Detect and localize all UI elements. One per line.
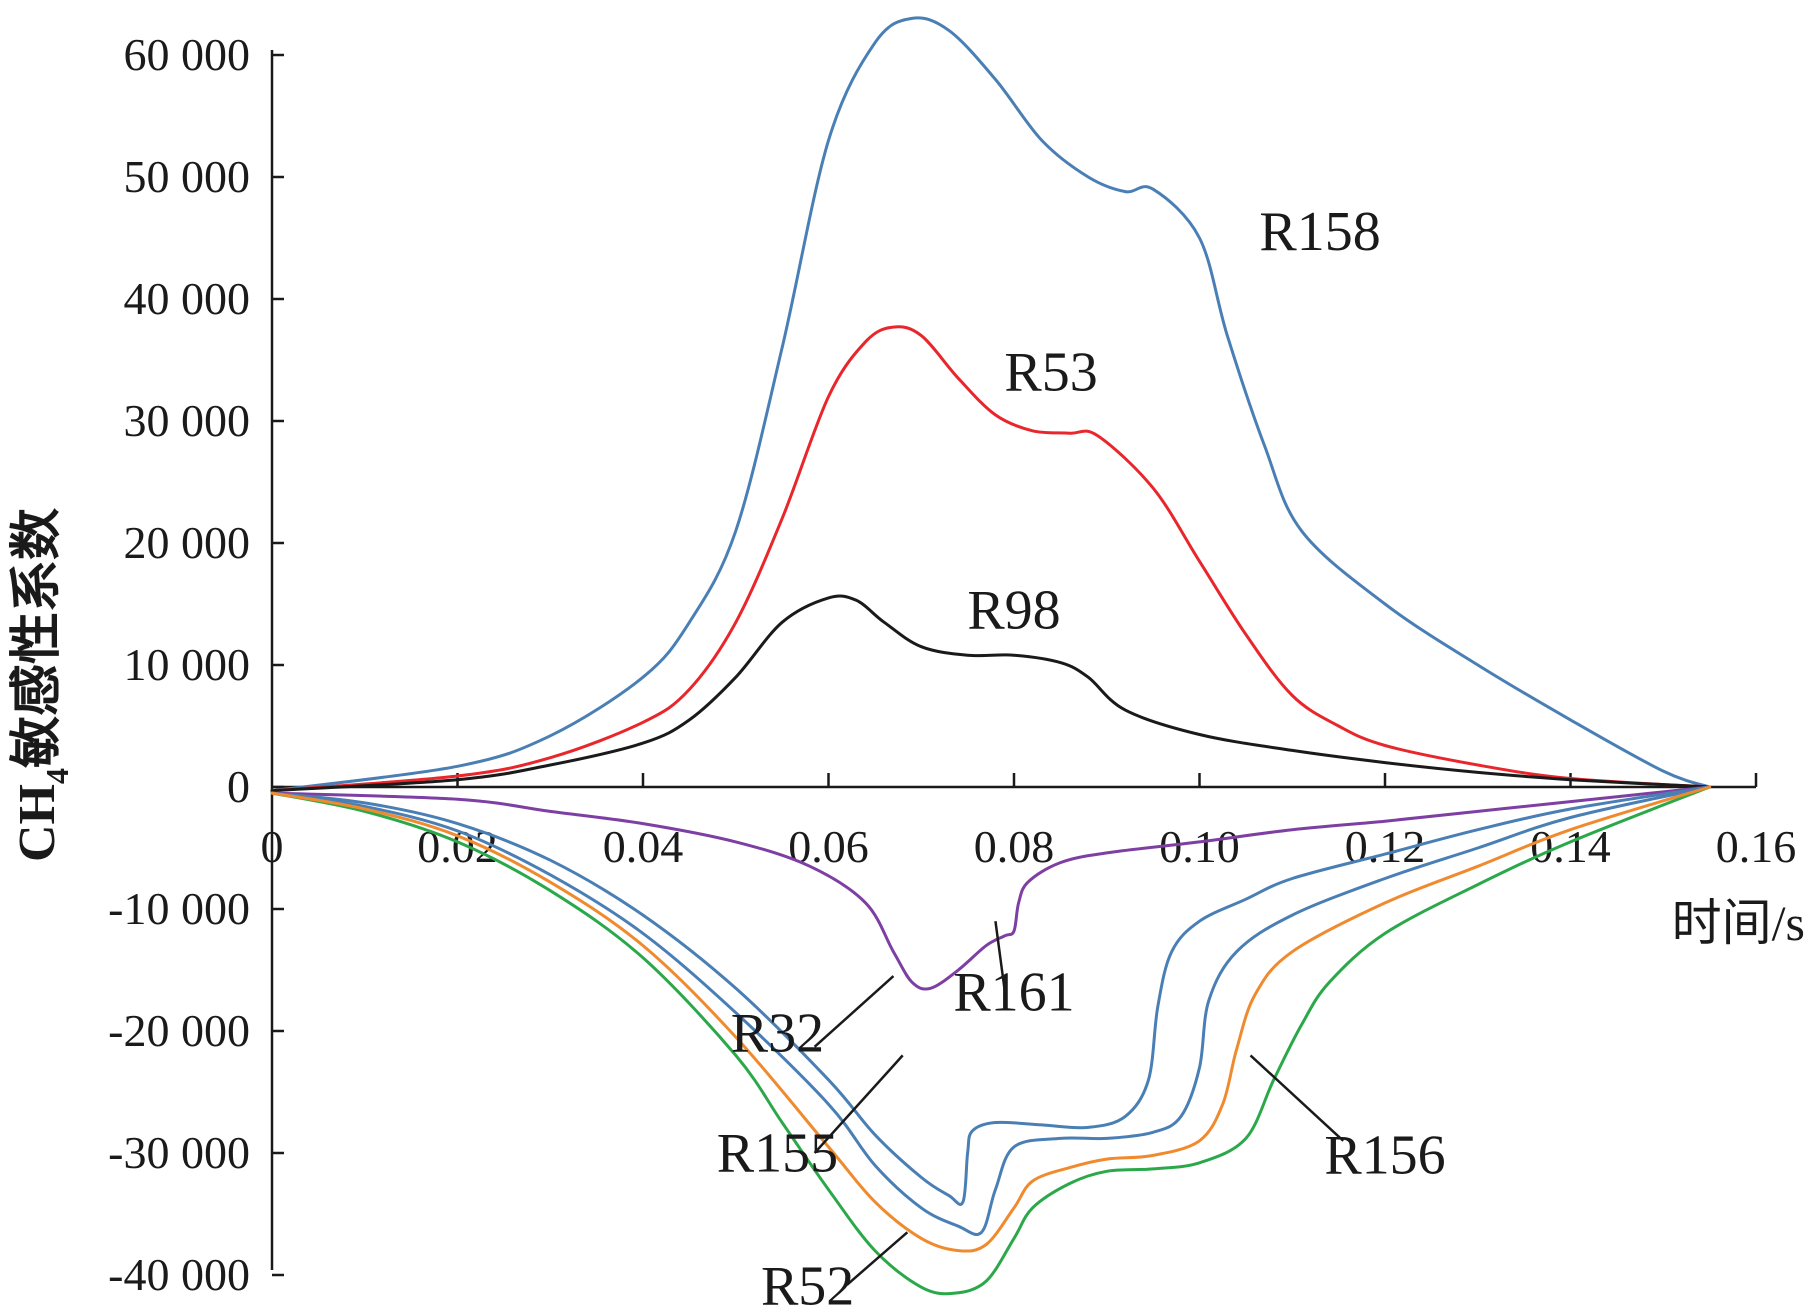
y-axis-title-subscript: 4 — [39, 768, 75, 784]
x-axis-title: 时间/s — [1672, 895, 1805, 951]
series-label-r161: R161 — [953, 961, 1074, 1023]
leader-line-r161 — [994, 921, 1006, 991]
series-line-r53 — [270, 325, 1712, 793]
y-axis-title-main: CH — [9, 784, 66, 862]
y-tick-label: 10 000 — [124, 639, 251, 690]
series-line-r98 — [270, 594, 1712, 793]
y-tick-label: 40 000 — [124, 273, 251, 324]
series-label-r156: R156 — [1324, 1125, 1445, 1187]
y-tick-label: -30 000 — [108, 1127, 250, 1178]
series-line-r32 — [270, 785, 1712, 1206]
y-tick-label: 30 000 — [124, 395, 251, 446]
x-tick-label: 0.08 — [974, 821, 1055, 872]
axes — [270, 50, 1756, 1270]
y-axis-title-rest: 敏感性系数 — [8, 508, 66, 768]
leader-line-r155 — [813, 1054, 904, 1154]
leader-line-r156 — [1249, 1054, 1345, 1142]
y-tick-label: 20 000 — [124, 517, 251, 568]
series-line-r155 — [270, 785, 1712, 1236]
series-label-r158: R158 — [1259, 201, 1380, 263]
y-tick-label: 50 000 — [124, 151, 251, 202]
series-label-r155: R155 — [717, 1122, 838, 1184]
y-tick-label: -20 000 — [108, 1005, 250, 1056]
series-labels: R158 R53 R98 R161 R32 R155 R52 R156 — [717, 201, 1446, 1306]
series-label-r98: R98 — [967, 579, 1060, 641]
series-label-r52: R52 — [761, 1255, 854, 1306]
y-tick-label: -40 000 — [108, 1249, 250, 1300]
leader-line-r52 — [846, 1231, 909, 1286]
series-curves — [270, 16, 1712, 1296]
series-line-r158 — [270, 16, 1712, 793]
y-tick-label: 0 — [227, 761, 250, 812]
y-axis-title: CH4敏感性系数 — [8, 508, 75, 862]
x-tick-label: 0 — [261, 821, 284, 872]
series-label-r32: R32 — [731, 1003, 824, 1065]
series-line-r161 — [270, 785, 1712, 991]
series-label-r53: R53 — [1004, 342, 1097, 404]
x-tick-label: 0.06 — [788, 821, 869, 872]
label-leaders — [813, 921, 1345, 1286]
x-tick-label: 0.16 — [1716, 821, 1797, 872]
series-line-r156 — [270, 785, 1712, 1253]
series-line-r52 — [270, 785, 1712, 1296]
y-tick-label: 60 000 — [124, 29, 251, 80]
y-tick-label: -10 000 — [108, 883, 250, 934]
leader-line-r32 — [813, 975, 895, 1048]
